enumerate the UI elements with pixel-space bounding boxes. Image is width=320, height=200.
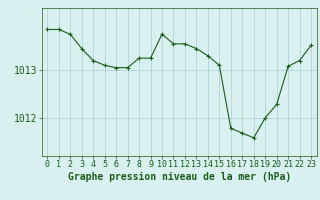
X-axis label: Graphe pression niveau de la mer (hPa): Graphe pression niveau de la mer (hPa)	[68, 172, 291, 182]
